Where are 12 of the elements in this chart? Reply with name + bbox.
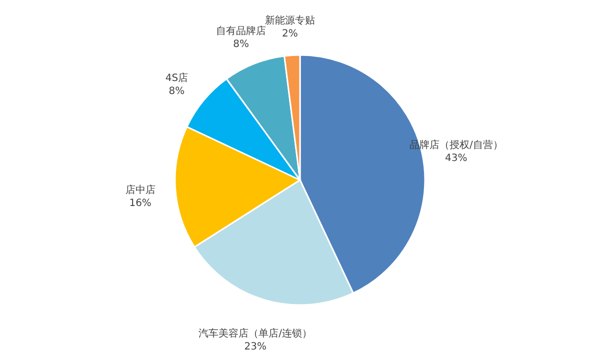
slice-label: 店中店 [125,184,156,196]
data-label: 8% [168,86,185,98]
slice-label: 4S店 [165,72,188,84]
slice-label: 新能源专贴 [264,14,315,26]
data-label: 23% [244,342,266,353]
data-label: 16% [129,198,152,210]
data-label: 2% [282,28,298,40]
data-label: 8% [233,39,250,50]
slice-label: 汽车美容店（单店/连锁） [198,328,312,340]
slice-label: 品牌店（授权/自营） [409,139,503,152]
data-label: 43% [445,153,468,164]
slice-label: 自有品牌店 [216,25,266,38]
